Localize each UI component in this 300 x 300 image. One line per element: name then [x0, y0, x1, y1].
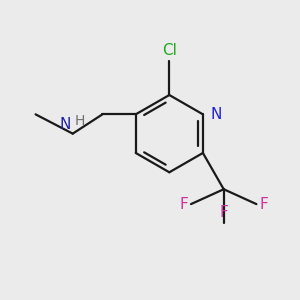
Text: F: F [260, 196, 268, 211]
Text: F: F [219, 206, 228, 220]
Text: H: H [74, 114, 85, 128]
Text: Cl: Cl [162, 44, 177, 59]
Text: N: N [60, 117, 71, 132]
Text: F: F [179, 196, 188, 211]
Text: N: N [210, 107, 222, 122]
